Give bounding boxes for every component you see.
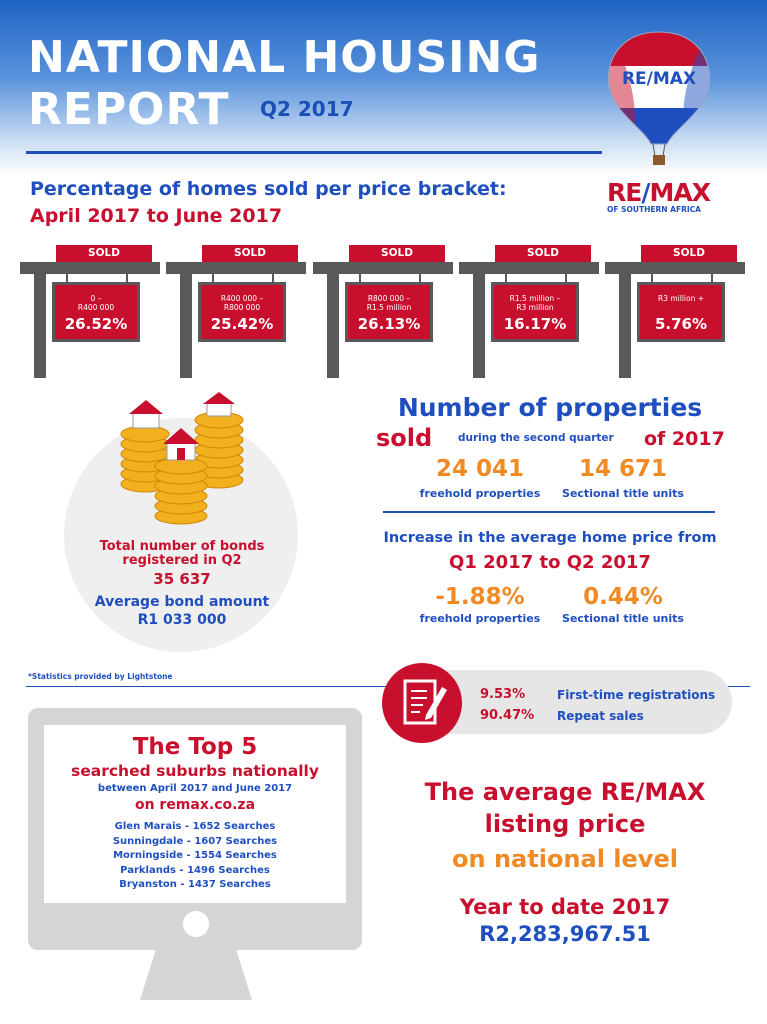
top5-title: The Top 5 [132, 734, 258, 760]
header-divider [26, 151, 602, 154]
freehold-sold-value: 24 041 [435, 456, 525, 482]
bonds-count: 35 637 [153, 570, 211, 588]
price-bracket-board: R1.5 million – R3 million 16.17% [491, 282, 579, 342]
avg-listing-line2: listing price [484, 810, 646, 838]
sectional-increase-value: 0.44% [583, 584, 663, 610]
first-time-pct: 9.53% [480, 687, 526, 702]
bracket-percentage: 25.42% [210, 315, 274, 333]
first-time-label: First-time registrations [557, 688, 716, 702]
sold-tab: SOLD [56, 245, 152, 262]
sold-tab: SOLD [495, 245, 591, 262]
sold-tab: SOLD [349, 245, 445, 262]
top5-dates: between April 2017 and June 2017 [97, 783, 293, 794]
stats-source-note: *Statistics provided by Lightstone [28, 672, 173, 681]
list-item: Glen Marais - 1652 Searches [114, 821, 276, 832]
monitor-stand [140, 950, 252, 1000]
house-on-coins-icon [120, 392, 244, 525]
bracket-percentage: 26.52% [64, 315, 128, 333]
report-quarter: Q2 2017 [260, 97, 354, 121]
repeat-sales-label: Repeat sales [557, 709, 644, 723]
registrations-icon-circle [382, 663, 462, 743]
price-bracket-board: 0 – R400 000 26.52% [52, 282, 140, 342]
bracket-percentage: 5.76% [654, 315, 708, 333]
sold-sign-2: SOLD R400 000 – R800 000 25.42% [166, 244, 306, 378]
avg-listing-line1: The average RE/MAX [424, 778, 706, 806]
sold-sign-3: SOLD R800 000 – R1.5 million 26.13% [313, 244, 453, 378]
sectional-sold-label: Sectional title units [562, 487, 684, 500]
top5-site: on remax.co.za [134, 797, 256, 813]
list-item: Sunningdale - 1607 Searches [112, 835, 278, 847]
top5-subtitle: searched suburbs nationally [71, 762, 319, 780]
sold-tab: SOLD [641, 245, 737, 262]
list-item: Bryanston - 1437 Searches [119, 879, 271, 890]
ytd-label: Year to date 2017 [459, 895, 671, 919]
price-bracket-board: R400 000 – R800 000 25.42% [198, 282, 286, 342]
properties-title: Number of properties [397, 393, 703, 422]
monitor-button [183, 911, 209, 937]
report-title-line1: NATIONAL HOUSING [28, 32, 541, 83]
avg-bond-label: Average bond amount [94, 594, 270, 610]
monitor-screen [44, 725, 346, 903]
sold-tab: SOLD [202, 245, 298, 262]
price-bracket-period: April 2017 to June 2017 [30, 205, 283, 227]
sold-sign-4: SOLD R1.5 million – R3 million 16.17% [459, 244, 599, 378]
avg-listing-line3: on national level [452, 845, 678, 873]
properties-subtitle: sold during the second quarter of 2017 [376, 424, 725, 452]
list-item: Morningside - 1554 Searches [113, 850, 277, 861]
sold-sign-1: SOLD 0 – R400 000 26.52% [20, 244, 160, 378]
price-increase-title: Increase in the average home price from [383, 530, 717, 546]
repeat-sales-pct: 90.47% [480, 708, 535, 723]
price-bracket-title: Percentage of homes sold per price brack… [30, 178, 507, 200]
sectional-sold-value: 14 671 [578, 456, 668, 482]
hot-air-balloon-icon: RE/MAX [607, 31, 711, 165]
freehold-increase-label: freehold properties [419, 612, 541, 625]
balloon-logo-text: RE/MAX [622, 69, 696, 89]
sold-sign-5: SOLD R3 million + 5.76% [605, 244, 745, 378]
freehold-sold-label: freehold properties [419, 487, 541, 500]
freehold-increase-value: -1.88% [435, 584, 525, 610]
remax-tagline: OF SOUTHERN AFRICA [607, 205, 701, 214]
price-bracket-board: R3 million + 5.76% [637, 282, 725, 342]
price-bracket-board: R800 000 – R1.5 million 26.13% [345, 282, 433, 342]
bonds-title: Total number of bonds registered in Q2 [99, 539, 265, 568]
list-item: Parklands - 1496 Searches [120, 864, 270, 876]
report-title-line2: REPORT [28, 84, 230, 135]
bracket-percentage: 26.13% [357, 315, 421, 333]
document-pen-icon [403, 679, 447, 725]
section-divider [383, 511, 715, 513]
bracket-percentage: 16.17% [503, 315, 567, 333]
sectional-increase-label: Sectional title units [562, 612, 684, 625]
avg-bond-value: R1 033 000 [137, 612, 227, 628]
remax-logo: RE/MAX OF SOUTHERN AFRICA [607, 178, 711, 214]
top5-suburb-list: Glen Marais - 1652 Searches Sunningdale … [44, 820, 346, 893]
price-increase-period: Q1 2017 to Q2 2017 [449, 552, 651, 573]
ytd-value: R2,283,967.51 [479, 922, 651, 946]
